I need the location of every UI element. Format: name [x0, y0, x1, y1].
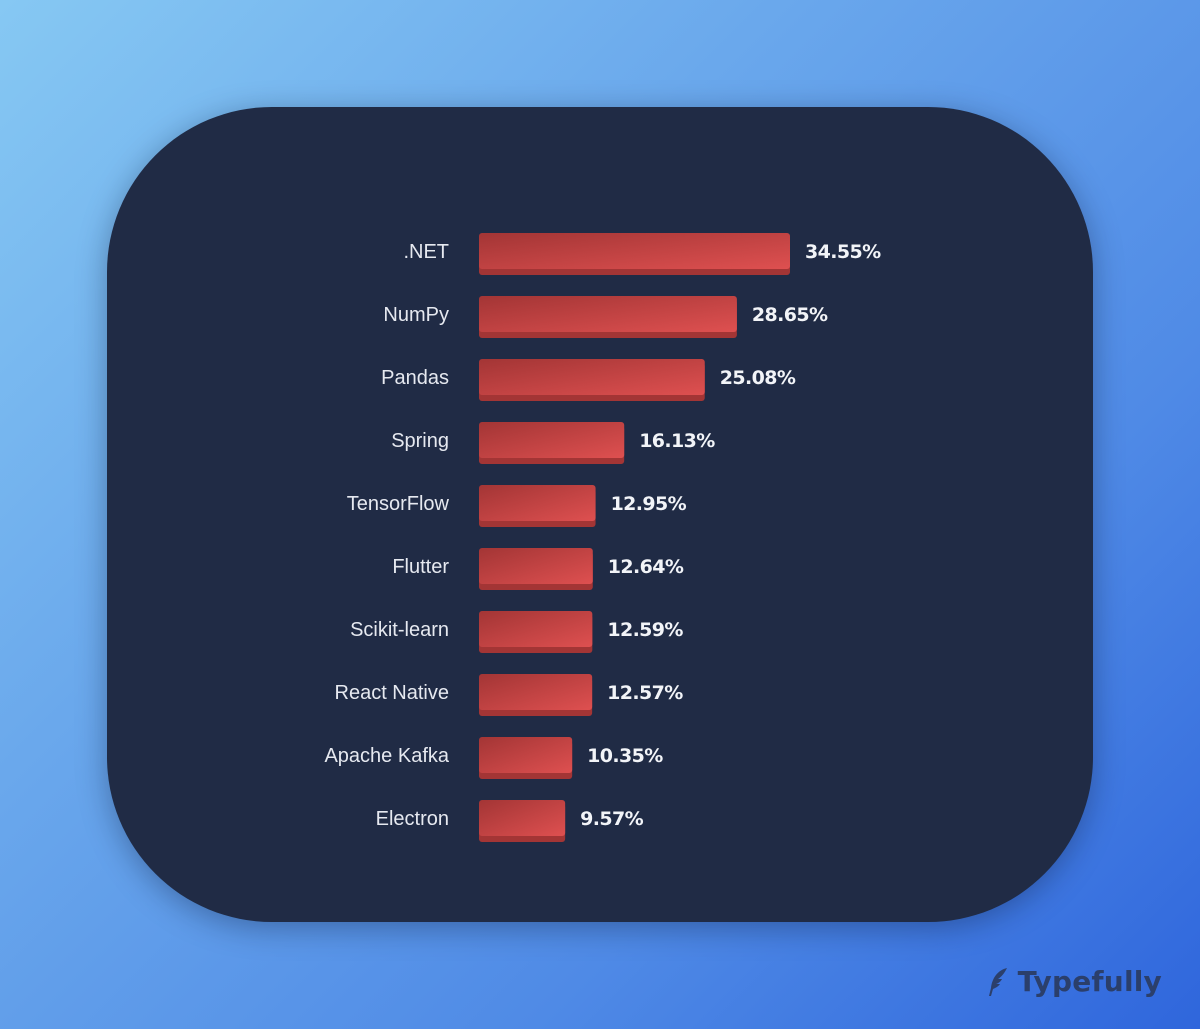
- category-label-apache-kafka: Apache Kafka: [324, 745, 449, 767]
- bar-row-scikit-learn: Scikit-learn 12.59%: [350, 611, 684, 653]
- category-label-react-native: React Native: [335, 682, 450, 704]
- bar-pandas: [479, 359, 705, 395]
- bar-row-apache-kafka: Apache Kafka 10.35%: [324, 737, 664, 779]
- bar-numpy: [479, 296, 737, 332]
- value-label-spring: 16.13%: [639, 430, 715, 452]
- feather-icon: [988, 967, 1007, 996]
- category-label-tensorflow: TensorFlow: [347, 493, 450, 515]
- bar-chart: .NET 34.55% NumPy 28.65% Pandas 25.08% Spring 1…: [324, 233, 882, 842]
- value-label-scikit-learn: 12.59%: [607, 619, 683, 641]
- category-label-flutter: Flutter: [392, 556, 449, 578]
- category-label-spring: Spring: [391, 430, 449, 452]
- value-label-electron: 9.57%: [580, 808, 643, 830]
- bar-row-spring: Spring 16.13%: [391, 422, 716, 464]
- bar-row-flutter: Flutter 12.64%: [392, 548, 684, 590]
- bar-row-numpy: NumPy 28.65%: [383, 296, 829, 338]
- value-label-tensorflow: 12.95%: [611, 493, 687, 515]
- bar-row-pandas: Pandas 25.08%: [381, 359, 796, 401]
- bar-spring: [479, 422, 625, 458]
- category-label-net: .NET: [403, 241, 449, 263]
- bar-row-tensorflow: TensorFlow 12.95%: [347, 485, 687, 527]
- value-label-pandas: 25.08%: [720, 367, 796, 389]
- brand-watermark: Typefully: [986, 965, 1162, 998]
- value-label-apache-kafka: 10.35%: [587, 745, 663, 767]
- bar-react-native: [479, 674, 593, 710]
- value-label-numpy: 28.65%: [752, 304, 828, 326]
- bar-flutter: [479, 548, 593, 584]
- bar-row-net: .NET 34.55%: [403, 233, 882, 275]
- category-label-scikit-learn: Scikit-learn: [350, 619, 449, 641]
- bar-tensorflow: [479, 485, 596, 521]
- category-label-numpy: NumPy: [383, 304, 449, 326]
- value-label-flutter: 12.64%: [608, 556, 684, 578]
- bar-apache-kafka: [479, 737, 573, 773]
- bar-row-react-native: React Native 12.57%: [335, 674, 684, 716]
- category-label-electron: Electron: [376, 808, 449, 830]
- bar-net: [479, 233, 790, 269]
- value-label-react-native: 12.57%: [607, 682, 683, 704]
- value-label-net: 34.55%: [805, 241, 881, 263]
- bar-electron: [479, 800, 566, 836]
- bar-row-electron: Electron 9.57%: [376, 800, 644, 842]
- bars-layer: .NET 34.55% NumPy 28.65% Pandas 25.08% Spring 1…: [324, 233, 882, 842]
- chart-card: .NET 34.55% NumPy 28.65% Pandas 25.08% Spring 1…: [107, 107, 1093, 922]
- brand-name: Typefully: [1017, 965, 1162, 998]
- bar-scikit-learn: [479, 611, 593, 647]
- category-label-pandas: Pandas: [381, 367, 449, 389]
